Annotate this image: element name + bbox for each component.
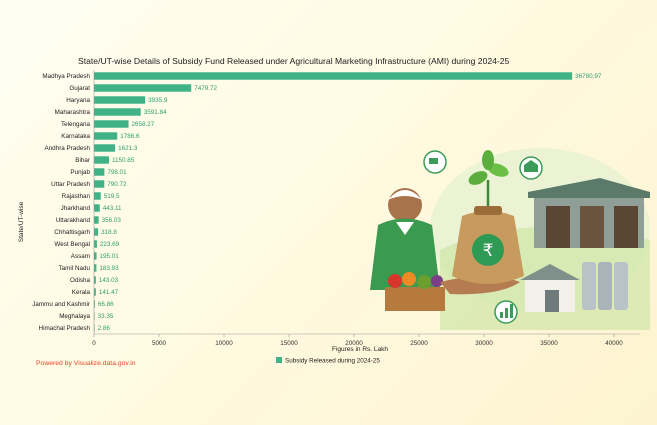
bar-value-label: 66.86: [98, 301, 114, 308]
bar-value-label: 3935.9: [148, 97, 168, 104]
x-tick-label: 5000: [152, 340, 167, 347]
bar-value-label: 223.69: [100, 241, 120, 248]
bar[interactable]: [94, 132, 118, 140]
x-tick-label: 15000: [280, 340, 298, 347]
category-label: Uttar Pradesh: [51, 181, 90, 188]
bar[interactable]: [94, 180, 105, 188]
category-label: Jharkhand: [61, 205, 91, 212]
bars: Madhya Pradesh 36780.97 Gujarat 7479.72 Hary…: [32, 72, 602, 332]
category-label: Chhattisgarh: [54, 229, 90, 236]
bar[interactable]: [94, 204, 100, 212]
x-tick-label: 35000: [540, 340, 558, 347]
category-label: Meghalaya: [59, 313, 90, 320]
x-tick-label: 25000: [410, 340, 428, 347]
bar-value-label: 3591.84: [144, 109, 167, 116]
x-tick-label: 20000: [345, 340, 363, 347]
bar[interactable]: [94, 96, 146, 104]
bar[interactable]: [94, 216, 99, 224]
category-label: Maharashtra: [55, 109, 91, 116]
bar-value-label: 443.11: [103, 205, 122, 212]
bar-value-label: 141.47: [99, 289, 119, 296]
category-label: Bihar: [75, 157, 90, 164]
x-tick-label: 0: [92, 340, 96, 347]
bar-value-label: 1786.6: [120, 133, 140, 140]
category-label: Madhya Pradesh: [42, 73, 90, 80]
bar-value-label: 33.35: [98, 313, 114, 320]
x-tick-label: 30000: [475, 340, 493, 347]
x-axis-ticks: 0 5000 10000 15000 20000 25000 30000 35000 40000: [92, 334, 623, 347]
bar-value-label: 36780.97: [575, 73, 602, 80]
bar[interactable]: [94, 276, 96, 284]
bar[interactable]: [94, 300, 95, 308]
bar-value-label: 1621.3: [118, 145, 138, 152]
x-tick-label: 10000: [215, 340, 233, 347]
bar[interactable]: [94, 240, 97, 248]
bar-value-label: 1150.85: [112, 157, 135, 164]
category-label: Karnataka: [61, 133, 90, 140]
category-label: Rajasthan: [62, 193, 91, 200]
category-label: Assam: [71, 253, 90, 260]
category-label: Jammu and Kashmir: [32, 301, 90, 308]
bar[interactable]: [94, 312, 95, 320]
legend: Subsidy Released during 2024-25: [276, 357, 380, 365]
x-axis-label: Figures in Rs. Lakh: [332, 346, 388, 353]
bar[interactable]: [94, 192, 101, 200]
category-label: Punjab: [70, 169, 90, 176]
y-axis-label: State/UT-wise: [18, 201, 25, 242]
category-label: Odisha: [70, 277, 90, 284]
category-label: Himachal Pradesh: [39, 325, 91, 332]
category-label: Uttarakhand: [56, 217, 91, 224]
bar-value-label: 318.8: [101, 229, 117, 236]
bar-value-label: 790.72: [107, 181, 127, 188]
bar-value-label: 183.93: [99, 265, 119, 272]
category-label: Gujarat: [69, 85, 90, 92]
category-label: West Bengal: [54, 241, 90, 248]
bar[interactable]: [94, 72, 573, 80]
bar-value-label: 2.86: [98, 325, 111, 332]
bar-value-label: 195.01: [100, 253, 120, 260]
category-label: Andhra Pradesh: [44, 145, 90, 152]
bar-value-label: 356.03: [102, 217, 122, 224]
category-label: Telengana: [61, 121, 91, 128]
bar[interactable]: [94, 84, 192, 92]
legend-swatch: [276, 357, 282, 363]
bar-value-label: 143.03: [99, 277, 119, 284]
farmer-illustration: ₹: [370, 148, 650, 330]
bar[interactable]: [94, 288, 96, 296]
bar[interactable]: [94, 156, 109, 164]
category-label: Haryana: [66, 97, 90, 104]
bar[interactable]: [94, 120, 129, 128]
legend-label: Subsidy Released during 2024-25: [285, 358, 380, 365]
bar[interactable]: [94, 108, 141, 116]
bar-value-label: 798.01: [107, 169, 127, 176]
bar[interactable]: [94, 228, 99, 236]
bar[interactable]: [94, 168, 105, 176]
bar-value-label: 2658.27: [132, 121, 155, 128]
category-label: Tamil Nadu: [59, 265, 91, 272]
powered-by-footer: Powered by Visualize.data.gov.in: [36, 360, 136, 367]
x-tick-label: 40000: [605, 340, 623, 347]
bar-value-label: 7479.72: [194, 85, 217, 92]
bar[interactable]: [94, 252, 97, 260]
category-label: Kerala: [72, 289, 91, 296]
chart-title: State/UT-wise Details of Subsidy Fund Re…: [78, 56, 510, 66]
bar[interactable]: [94, 264, 97, 272]
bar[interactable]: [94, 144, 116, 152]
bar[interactable]: [94, 324, 95, 332]
bar-value-label: 519.5: [104, 193, 120, 200]
rupee-icon: ₹: [483, 241, 494, 261]
